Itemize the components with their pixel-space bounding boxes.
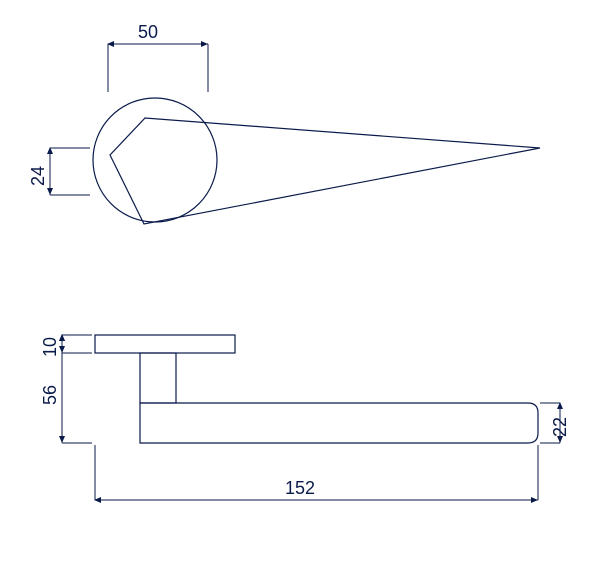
top-view: 50 24 <box>28 22 540 224</box>
dimension-24-label: 24 <box>28 166 48 186</box>
mounting-plate <box>95 335 235 353</box>
lever-neck <box>140 353 176 403</box>
dimension-22: 22 <box>540 403 570 443</box>
dimension-50: 50 <box>108 22 208 92</box>
dimension-56-label: 56 <box>40 385 60 405</box>
dimension-10: 10 <box>40 335 92 357</box>
dimension-152: 152 <box>95 445 538 500</box>
dimension-152-label: 152 <box>285 478 315 498</box>
dimension-10-label: 10 <box>40 337 60 357</box>
dimension-50-label: 50 <box>138 22 158 42</box>
lever-wedge <box>110 118 540 224</box>
dimension-22-label: 22 <box>550 417 570 437</box>
side-view: 10 56 22 152 <box>40 335 570 500</box>
dimension-24: 24 <box>28 148 90 195</box>
technical-drawing: 50 24 10 56 2 <box>0 0 600 569</box>
rosette-circle <box>93 98 217 222</box>
lever-handle <box>140 403 538 443</box>
